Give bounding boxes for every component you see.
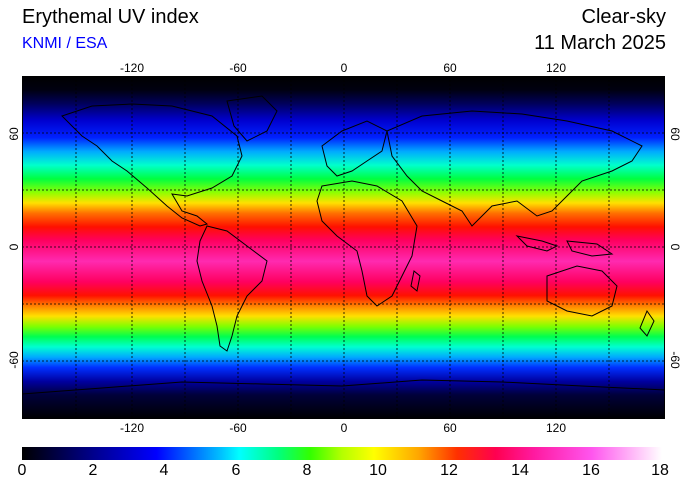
lat-label-right: 0: [668, 243, 682, 251]
lat-label-left: 0: [7, 243, 21, 251]
lon-label-top: 60: [443, 61, 457, 75]
colorbar-label: 4: [159, 462, 169, 479]
colorbar-label: 8: [302, 462, 312, 479]
uv-field: [22, 76, 665, 419]
map-frame: [22, 76, 665, 419]
uv-colorbar: [22, 447, 662, 460]
lon-label-bottom: 120: [545, 421, 567, 435]
colorbar-label: 18: [651, 462, 669, 479]
date-label: 11 March 2025: [534, 32, 666, 54]
lat-label-left: 60: [7, 127, 21, 141]
colorbar-label: 0: [17, 462, 27, 479]
lat-label-left: -60: [7, 351, 21, 369]
lat-label-right: -60: [668, 351, 682, 369]
map-title: Erythemal UV index: [22, 6, 199, 28]
colorbar-label: 10: [369, 462, 387, 479]
lon-label-top: 120: [545, 61, 567, 75]
lon-label-top: -120: [119, 61, 145, 75]
sky-type-label: Clear-sky: [581, 6, 666, 28]
credit-label: KNMI / ESA: [22, 35, 108, 52]
lon-label-top: 0: [340, 61, 348, 75]
colorbar-label: 2: [88, 462, 98, 479]
lon-label-bottom: -60: [229, 421, 247, 435]
lon-label-bottom: 60: [443, 421, 457, 435]
graticule: [22, 76, 665, 419]
lon-label-bottom: -120: [119, 421, 145, 435]
colorbar-label: 16: [582, 462, 600, 479]
colorbar-label: 12: [440, 462, 458, 479]
uv-map-svg: [21, 75, 666, 420]
colorbar-label: 6: [231, 462, 241, 479]
lon-label-top: -60: [229, 61, 247, 75]
colorbar-label: 14: [511, 462, 529, 479]
uv-index-map: [21, 75, 666, 420]
coastlines: [21, 95, 666, 395]
lat-label-right: 60: [668, 127, 682, 141]
lon-label-bottom: 0: [340, 421, 348, 435]
